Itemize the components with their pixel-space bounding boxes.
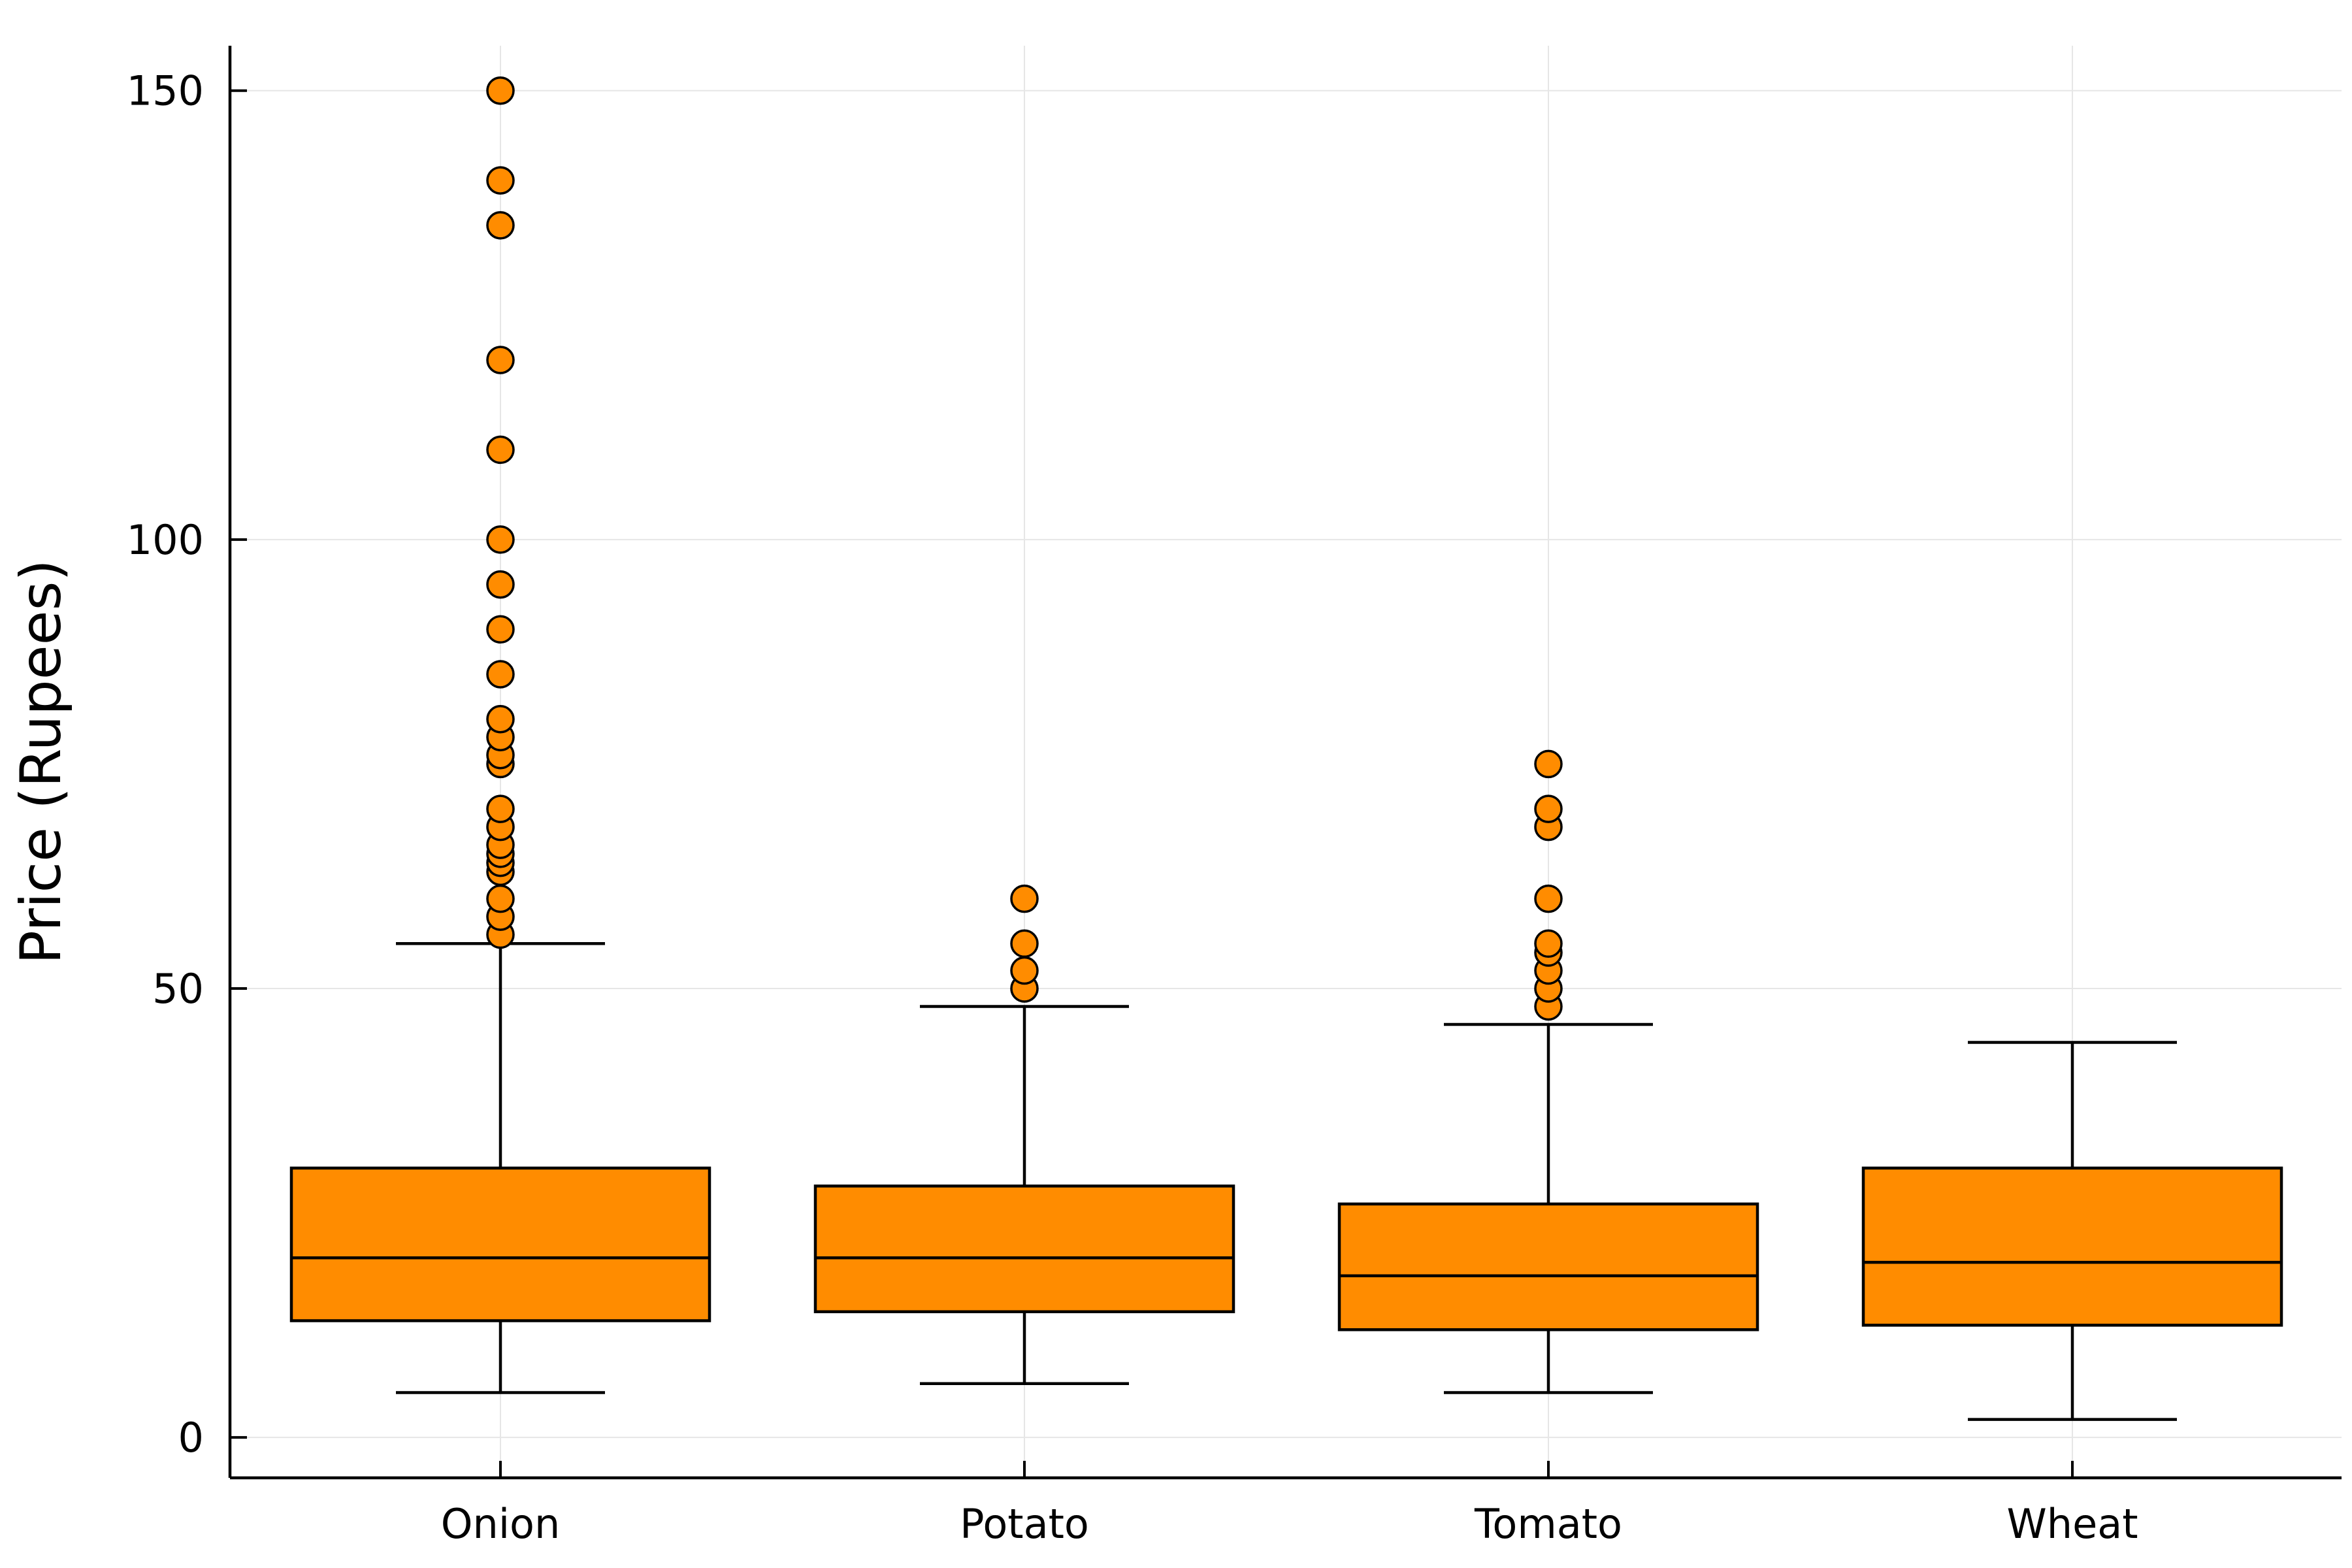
box-group-tomato [1337,749,1759,1394]
outlier-point [1010,884,1039,913]
outlier-point [1010,929,1039,958]
outlier-point [486,166,515,195]
outlier-point [486,76,515,105]
axis-layer: 0 50 100 150 Onion Potato Tomato Wheat [127,46,2342,1548]
x-tick-label: Wheat [2006,1500,2138,1548]
outlier-point [486,435,515,465]
x-tick-label: Potato [960,1500,1089,1548]
x-tick-label: Onion [441,1500,561,1548]
outlier-point [486,884,515,913]
y-tick-label: 150 [127,67,204,115]
outlier-point [486,346,515,374]
box-iqr [1337,1202,1759,1331]
box-group-onion [289,76,711,1394]
box-group-potato [813,884,1235,1385]
y-tick-label: 0 [178,1414,204,1462]
outlier-point [1010,956,1039,985]
outlier-point [486,615,515,644]
outlier-point [1534,884,1563,913]
outlier-point [1534,749,1563,779]
box-iqr [1861,1166,2283,1327]
box-group-wheat [1861,1041,2283,1421]
y-tick-label: 100 [127,516,204,564]
box-iqr [289,1166,711,1322]
outlier-point [486,704,515,734]
outlier-point [486,570,515,599]
y-axis-label: Price (Rupees) [8,559,74,964]
outlier-point [1534,794,1563,823]
box-layer [289,76,2283,1421]
outlier-point [486,794,515,823]
outlier-point [486,660,515,689]
outlier-point [1534,929,1563,958]
y-tick-label: 50 [152,965,204,1013]
outlier-point [486,525,515,554]
box-iqr [813,1184,1235,1314]
outlier-point [486,211,515,240]
x-tick-label: Tomato [1474,1500,1622,1548]
